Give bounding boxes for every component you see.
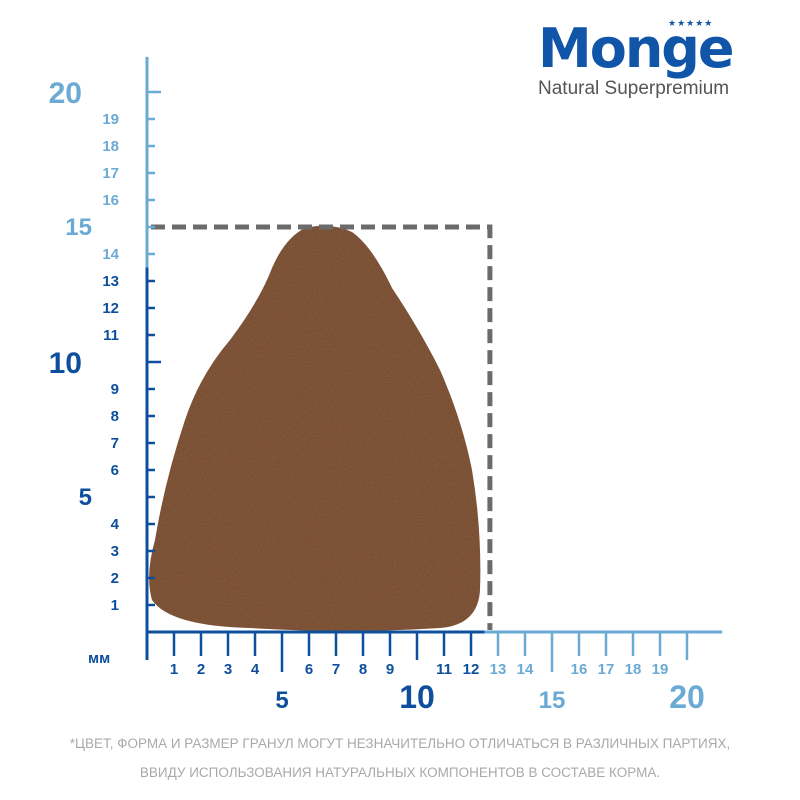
- x-tick-label: 17: [598, 661, 615, 678]
- disclaimer-line-1: *ЦВЕТ, ФОРМА И РАЗМЕР ГРАНУЛ МОГУТ НЕЗНА…: [69, 736, 731, 751]
- x-tick-label: 13: [490, 661, 507, 678]
- kibble-photo: [149, 225, 481, 631]
- y-tick-label: 8: [111, 408, 119, 425]
- y-tick-label: 7: [111, 435, 119, 452]
- x-tick-label: 19: [652, 661, 669, 678]
- x-major-label: 20: [669, 679, 705, 715]
- y-major-label: 10: [49, 347, 82, 380]
- y-tick-label: 4: [111, 516, 120, 533]
- y-tick-label: 6: [111, 462, 119, 479]
- x-major-label: 10: [399, 679, 435, 715]
- y-major-label: 20: [49, 77, 82, 110]
- dashed-box-outline: [151, 224, 493, 630]
- y-major-label: 15: [65, 214, 92, 241]
- x-tick-label: 2: [197, 661, 205, 678]
- y-major-label: 5: [79, 484, 92, 511]
- x-tick-label: 11: [436, 661, 452, 678]
- x-tick-label: 7: [332, 661, 340, 678]
- brand-logo: ★★★★★ Monge Natural Superpremium: [538, 17, 758, 100]
- x-tick-label: 16: [571, 661, 588, 678]
- y-tick-label: 9: [111, 381, 119, 398]
- x-tick-label: 6: [305, 661, 313, 678]
- x-tick-label: 12: [463, 661, 480, 678]
- x-tick-label: 18: [625, 661, 642, 678]
- y-tick-label: 12: [102, 300, 119, 317]
- y-tick-label: 1: [111, 597, 119, 614]
- disclaimer-line-2: ВВИДУ ИСПОЛЬЗОВАНИЯ НАТУРАЛЬНЫХ КОМПОНЕН…: [139, 765, 661, 780]
- x-tick-label: 8: [359, 661, 367, 678]
- x-tick-label: 1: [170, 661, 178, 678]
- brand-name: Monge: [538, 17, 735, 80]
- y-tick-label: 19: [102, 111, 119, 128]
- y-tick-label: 2: [111, 570, 119, 587]
- y-tick-label: 16: [102, 192, 119, 209]
- x-tick-label: 4: [251, 661, 260, 678]
- y-tick-label: 17: [102, 165, 119, 182]
- y-tick-label: 11: [103, 327, 119, 344]
- y-tick-label: 13: [102, 273, 119, 290]
- x-tick-label: 3: [224, 661, 232, 678]
- y-tick-label: 14: [102, 246, 119, 263]
- brand-tagline: Natural Superpremium: [538, 78, 730, 99]
- stars-icon: ★★★★★: [668, 18, 714, 28]
- dashed-size-box: [151, 224, 493, 630]
- x-tick-label: 9: [386, 661, 394, 678]
- y-tick-label: 18: [102, 138, 119, 155]
- x-tick-label: 14: [517, 661, 534, 678]
- x-major-label: 5: [275, 687, 288, 714]
- y-tick-label: 3: [111, 543, 119, 560]
- unit-label: мм: [88, 650, 110, 667]
- x-major-label: 15: [539, 687, 566, 714]
